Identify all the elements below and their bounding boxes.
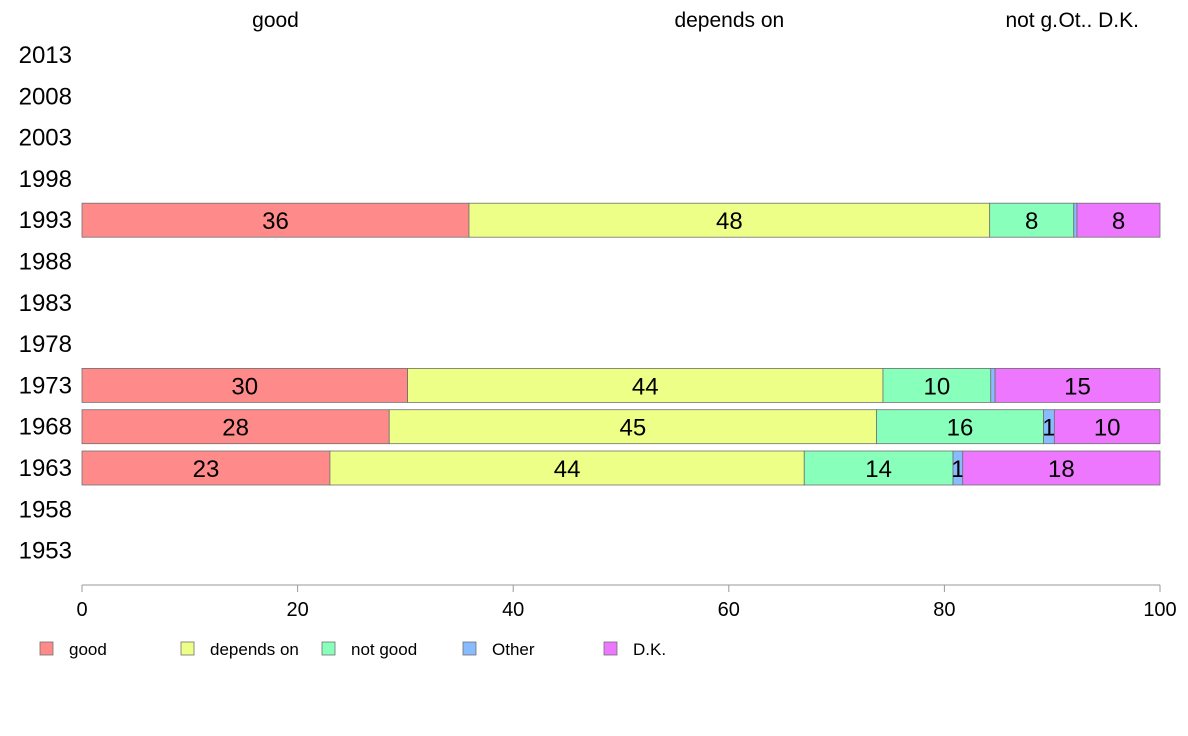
bar-value-label: 10 — [924, 373, 951, 400]
top-label-0: good — [252, 9, 299, 32]
y-tick-label: 1953 — [19, 538, 72, 565]
y-tick-label: 2013 — [19, 42, 72, 69]
bar-value-label: 8 — [1025, 208, 1038, 235]
legend: good depends on not good Other D.K. — [39, 640, 666, 659]
x-tick-label: 60 — [718, 599, 740, 621]
bar-value-label: 44 — [554, 456, 581, 483]
bar-segment — [468, 202, 991, 238]
legend-label: D.K. — [633, 640, 666, 659]
bar-segment — [990, 367, 996, 403]
legend-label: Other — [492, 640, 535, 659]
top-label-4: D.K. — [1098, 9, 1139, 32]
top-labels: good depends on not g. Ot.. D.K. — [252, 9, 1139, 32]
y-axis-labels: 2013 2008 2003 1998 1993 1988 1983 1978 1973 1968… — [19, 42, 72, 565]
bar-value-label: 18 — [1048, 456, 1075, 483]
bar-segment — [1053, 409, 1161, 445]
top-label-2: not g. — [1005, 9, 1058, 32]
y-tick-label: 1978 — [19, 331, 72, 358]
x-tick-label: 40 — [502, 599, 524, 621]
bar-segment — [1076, 202, 1161, 238]
bar-segment — [81, 450, 331, 486]
bar-value-label: 45 — [620, 415, 647, 442]
bar-value-label: 15 — [1064, 373, 1091, 400]
bar-segment — [989, 202, 1075, 238]
y-tick-label: 1998 — [19, 166, 72, 193]
bar-value-label: 16 — [947, 415, 974, 442]
y-tick-label: 1993 — [19, 207, 72, 234]
bar-value-label: 44 — [632, 373, 659, 400]
x-tick-label: 100 — [1143, 599, 1176, 621]
bar-value-label: 30 — [231, 373, 258, 400]
y-tick-label: 1958 — [19, 496, 72, 523]
top-label-3: Ot.. — [1058, 9, 1092, 32]
y-tick-label: 1968 — [19, 414, 72, 441]
y-tick-label: 2003 — [19, 125, 72, 152]
y-tick-label: 1973 — [19, 372, 72, 399]
bar-segment — [407, 367, 884, 403]
bar-value-label: 48 — [716, 208, 743, 235]
top-label-1: depends on — [674, 9, 784, 32]
bar-segment — [962, 450, 1161, 486]
legend-label: good — [69, 640, 107, 659]
x-tick-label: 0 — [76, 599, 87, 621]
y-tick-label: 1983 — [19, 290, 72, 317]
y-tick-label: 1988 — [19, 249, 72, 276]
y-tick-label: 2008 — [19, 83, 72, 110]
x-tick-label: 20 — [286, 599, 308, 621]
bar-segment — [81, 367, 408, 403]
bar-segment — [882, 367, 992, 403]
bar-value-label: 14 — [865, 456, 892, 483]
legend-swatch — [39, 641, 54, 656]
bar-segment — [388, 409, 877, 445]
bar-value-label: 1 — [951, 456, 964, 483]
bar-segment — [994, 367, 1161, 403]
legend-swatch — [180, 641, 195, 656]
bar-value-label: 36 — [262, 208, 289, 235]
bar-segment — [1073, 202, 1078, 238]
bar-value-label: 23 — [193, 456, 220, 483]
bar-segment — [803, 450, 954, 486]
bar-value-label: 10 — [1094, 415, 1121, 442]
legend-swatch — [321, 641, 336, 656]
x-tick-label: 80 — [933, 599, 955, 621]
legend-label: not good — [351, 640, 417, 659]
x-axis: 0 20 40 60 80 100 — [76, 584, 1177, 621]
legend-label: depends on — [210, 640, 299, 659]
bar-value-label: 28 — [222, 415, 249, 442]
bar-segment — [81, 202, 470, 238]
bar-value-label: 8 — [1112, 208, 1125, 235]
bar-segment — [329, 450, 805, 486]
bar-value-label: 1 — [1042, 415, 1055, 442]
legend-swatch — [462, 641, 477, 656]
bar-segment — [81, 409, 390, 445]
y-tick-label: 1963 — [19, 455, 72, 482]
legend-swatch — [603, 641, 618, 656]
